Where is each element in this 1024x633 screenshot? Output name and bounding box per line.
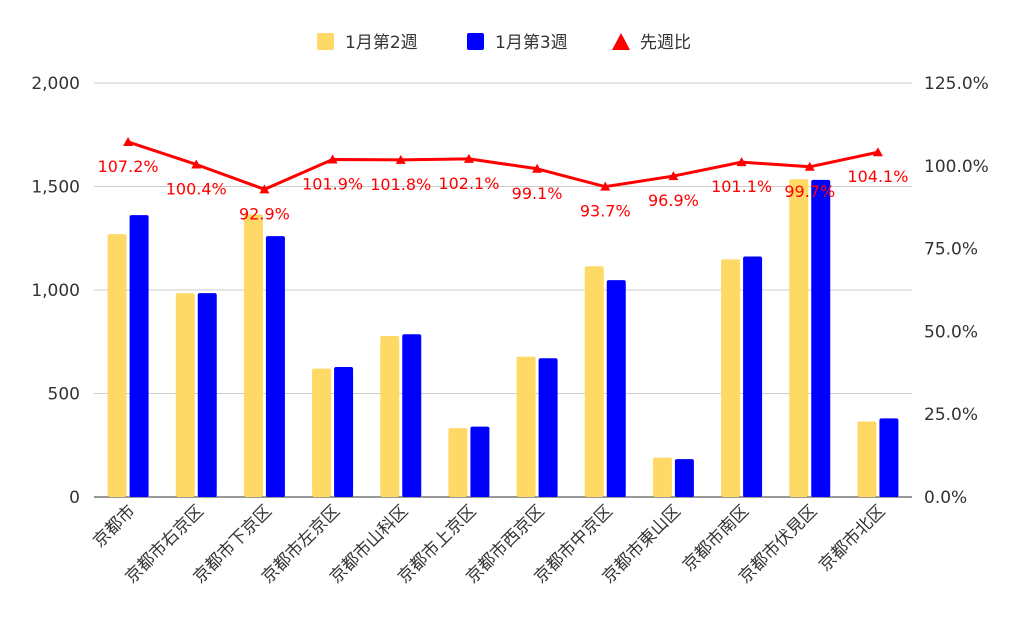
legend-triangle-icon — [612, 33, 630, 50]
bar-week3 — [129, 215, 149, 498]
ratio-point-marker — [736, 157, 747, 167]
right-tick-label: 100.0% — [924, 157, 989, 177]
ratio-data-label: 104.1% — [847, 167, 908, 186]
ratio-point-marker — [463, 153, 474, 163]
bar-week2 — [652, 457, 672, 497]
left-tick-label: 0 — [69, 488, 80, 508]
ratio-data-label: 93.7% — [580, 202, 631, 221]
left-tick-label: 1,500 — [31, 178, 80, 198]
bar-week2 — [516, 356, 536, 497]
bar-week2 — [107, 234, 127, 498]
bar-week2 — [312, 368, 332, 497]
ratio-data-label: 101.1% — [711, 177, 772, 196]
gridlines — [94, 82, 912, 498]
left-tick-label: 500 — [48, 385, 80, 405]
ratio-point-marker — [327, 154, 338, 164]
ratio-point-marker — [191, 159, 202, 169]
bar-week3 — [402, 334, 422, 497]
ratio-point-marker — [123, 136, 134, 146]
legend-swatch-week3 — [467, 33, 484, 50]
bar-week2 — [857, 421, 877, 497]
bar-week3 — [538, 358, 558, 497]
bars — [107, 179, 899, 498]
right-tick-label: 25.0% — [924, 405, 978, 425]
ratio-data-label: 99.1% — [512, 184, 563, 203]
left-tick-label: 2,000 — [31, 74, 80, 94]
legend-label: 1月第3週 — [495, 33, 568, 53]
bar-week3 — [743, 256, 763, 497]
bar-week2 — [175, 293, 195, 497]
ratio-data-label: 96.9% — [648, 191, 699, 210]
bar-week2 — [380, 335, 400, 497]
category-label: 京都市南区 — [679, 501, 753, 575]
bar-week2 — [789, 179, 809, 497]
ratio-point-marker — [872, 147, 883, 157]
ratio-point-marker — [668, 171, 679, 181]
ratio-data-label: 92.9% — [239, 204, 290, 223]
bar-week3 — [674, 459, 694, 497]
legend: 1月第2週 1月第3週 先週比 — [317, 33, 691, 53]
bar-week3 — [334, 367, 354, 497]
ratio-data-label: 107.2% — [98, 157, 159, 176]
legend-label: 先週比 — [640, 33, 691, 53]
right-tick-label: 0.0% — [924, 488, 967, 508]
right-tick-label: 50.0% — [924, 322, 978, 342]
ratio-line — [123, 136, 883, 194]
bar-week3 — [265, 236, 285, 497]
bar-week3 — [879, 418, 899, 497]
ratio-series-line — [127, 140, 879, 191]
legend-label: 1月第2週 — [345, 33, 418, 53]
left-tick-label: 1,000 — [31, 281, 80, 301]
ratio-data-label: 102.1% — [438, 174, 499, 193]
ratio-data-label: 99.7% — [784, 182, 835, 201]
ratio-point-marker — [259, 184, 270, 194]
category-label: 京都市 — [89, 501, 139, 551]
ratio-data-label: 100.4% — [166, 179, 227, 198]
right-tick-label: 125.0% — [924, 74, 989, 94]
legend-swatch-week2 — [317, 33, 334, 50]
category-label: 京都市北区 — [815, 501, 889, 575]
category-labels: 京都市京都市右京区京都市下京区京都市左京区京都市山科区京都市上京区京都市西京区京… — [89, 501, 889, 587]
ratio-point-marker — [600, 181, 611, 191]
bar-week2 — [243, 214, 263, 497]
bar-week3 — [197, 293, 217, 497]
data-labels: 107.2% 100.4% 92.9% 101.9% 101.8% 102.1% 99.1%… — [98, 157, 909, 223]
ratio-data-label: 101.9% — [302, 175, 363, 194]
ratio-point-marker — [804, 161, 815, 171]
bar-week3 — [470, 426, 490, 497]
right-axis: 0.0% 25.0% 50.0% 75.0% 100.0% 125.0% — [924, 74, 989, 508]
bar-week2 — [584, 266, 604, 497]
ratio-point-marker — [532, 163, 543, 173]
left-axis: 0 500 1,000 1,500 2,000 — [31, 74, 80, 508]
right-tick-label: 75.0% — [924, 240, 978, 260]
bar-week2 — [448, 428, 468, 497]
bar-week3 — [811, 179, 831, 497]
bar-week3 — [606, 280, 626, 497]
ratio-data-label: 101.8% — [370, 175, 431, 194]
ratio-point-marker — [395, 154, 406, 164]
bar-week2 — [721, 259, 741, 497]
